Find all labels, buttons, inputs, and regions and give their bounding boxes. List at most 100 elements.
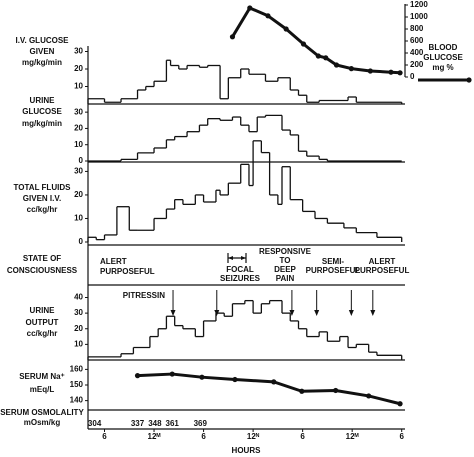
y-tick-label: 30 <box>74 107 83 116</box>
axis-label: OUTPUT <box>26 318 59 327</box>
point <box>265 13 271 19</box>
bracket-arrowhead <box>241 256 246 260</box>
y-tick-label: 10 <box>74 214 83 223</box>
axis-label: GLUCOSE <box>423 53 463 62</box>
value-label: 369 <box>194 419 208 428</box>
arrowhead <box>314 310 320 316</box>
x-tick-label: 12ᴹ <box>148 432 161 441</box>
state-label: SEIZURES <box>220 274 261 283</box>
axis-label: CONSCIOUSNESS <box>7 266 78 275</box>
axis-label: BLOOD <box>429 43 458 52</box>
y-tick-label: 1000 <box>410 12 428 21</box>
x-tick-label: 12ᴺ <box>247 432 260 441</box>
state-label: ALERT <box>369 257 396 266</box>
axis-label: GIVEN I.V. <box>23 194 61 203</box>
arrowhead <box>370 310 376 316</box>
axis-label: URINE <box>30 96 56 105</box>
state-label: TO <box>280 256 291 265</box>
y-tick-label: 0 <box>410 72 415 81</box>
x-axis-label: HOURS <box>232 446 262 455</box>
point <box>367 68 373 74</box>
x-tick-label: 6 <box>300 432 305 441</box>
value-label: 348 <box>148 419 162 428</box>
y-tick-label: 10 <box>74 82 83 91</box>
axis-label: mg/kg/min <box>22 58 62 67</box>
y-tick-label: 40 <box>74 293 83 302</box>
y-tick-label: 0 <box>79 237 84 246</box>
y-tick-label: 1200 <box>410 0 428 9</box>
value-label: 337 <box>131 419 145 428</box>
point <box>315 53 321 59</box>
arrowhead <box>214 310 220 316</box>
state-label: FOCAL <box>226 265 254 274</box>
legend-point <box>466 77 472 83</box>
y-tick-label: 600 <box>410 36 424 45</box>
y-tick-label: 20 <box>74 190 83 199</box>
arrowhead <box>348 310 354 316</box>
line <box>231 6 401 75</box>
point <box>397 401 403 407</box>
axis-label: SERUM Na⁺ <box>19 372 65 381</box>
y-tick-label: 200 <box>410 60 424 69</box>
y-tick-label: 20 <box>74 64 83 73</box>
line <box>137 372 401 406</box>
point <box>300 41 307 47</box>
y-tick-label: 10 <box>74 140 83 149</box>
x-tick-label: 6 <box>399 432 404 441</box>
state-label: RESPONSIVE <box>259 247 312 256</box>
point <box>323 55 329 61</box>
point <box>134 373 141 379</box>
point <box>366 393 372 399</box>
point <box>232 376 238 383</box>
point <box>283 26 289 32</box>
axis-label: GLUCOSE <box>22 107 62 116</box>
y-tick-label: 20 <box>74 324 83 333</box>
axis-label: cc/kg/hr <box>27 329 58 338</box>
state-label: PURPOSEFUL <box>100 267 155 276</box>
arrowhead <box>289 310 295 316</box>
point <box>299 388 305 394</box>
point <box>388 69 394 75</box>
axis-label: mEq/L <box>30 385 55 394</box>
axis-label: mg % <box>432 63 453 72</box>
y-tick-label: 160 <box>70 364 84 373</box>
point <box>397 70 403 76</box>
state-label: PAIN <box>276 274 295 283</box>
value-label: 361 <box>166 419 180 428</box>
point <box>348 66 354 72</box>
x-tick-label: 12ᴹ <box>346 432 359 441</box>
state-label: ALERT <box>100 257 127 266</box>
y-tick-label: 10 <box>74 339 83 348</box>
y-tick-label: 400 <box>410 48 424 57</box>
point <box>333 387 339 394</box>
y-tick-label: 20 <box>74 124 83 133</box>
point <box>333 62 340 68</box>
axis-label: TOTAL FLUIDS <box>14 183 72 192</box>
state-label: PURPOSEFUL <box>306 266 361 275</box>
value-label: 304 <box>88 419 102 428</box>
y-tick-label: 0 <box>79 156 84 165</box>
x-tick-label: 6 <box>102 432 107 441</box>
y-tick-label: 30 <box>74 167 83 176</box>
panel-frames <box>87 4 406 430</box>
annotation: PITRESSIN <box>123 291 165 300</box>
axis-label: mg/kg/min <box>22 119 62 128</box>
axis-label: I.V. GLUCOSE <box>15 36 69 45</box>
state-label: PURPOSEFUL <box>355 266 410 275</box>
state-label: SEMI- <box>322 257 345 266</box>
arrowhead <box>170 310 176 316</box>
axis-label: SERUM OSMOLALITY <box>0 408 84 417</box>
y-tick-label: 30 <box>74 308 83 317</box>
y-tick-label: 30 <box>74 47 83 56</box>
bracket-arrowhead <box>228 256 233 260</box>
state-label: DEEP <box>274 265 296 274</box>
x-tick-label: 6 <box>201 432 206 441</box>
axis-label: URINE <box>30 306 56 315</box>
axis-label: GIVEN <box>30 47 55 56</box>
point <box>229 34 236 40</box>
axis-label: cc/kg/hr <box>27 205 58 214</box>
y-tick-label: 140 <box>70 396 84 405</box>
point <box>199 374 205 380</box>
point <box>271 379 277 385</box>
point <box>169 371 175 377</box>
